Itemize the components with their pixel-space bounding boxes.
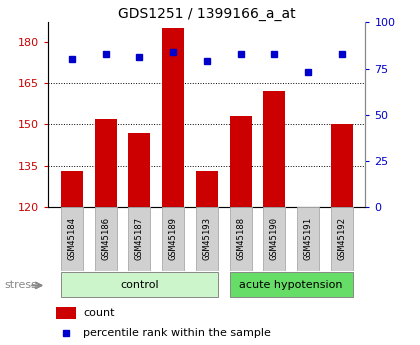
Bar	[297, 207, 319, 271]
Bar	[331, 207, 353, 271]
Text: acute hypotension: acute hypotension	[239, 280, 343, 289]
Bar	[129, 207, 150, 271]
Bar	[230, 116, 252, 207]
Text: control: control	[120, 280, 159, 289]
Text: GSM45188: GSM45188	[236, 217, 245, 260]
Text: GSM45187: GSM45187	[135, 217, 144, 260]
Bar	[56, 307, 76, 318]
Bar	[61, 272, 218, 297]
Bar	[61, 207, 83, 271]
Bar	[129, 132, 150, 207]
Text: GSM45189: GSM45189	[168, 217, 178, 260]
Bar	[230, 272, 353, 297]
Text: count: count	[83, 308, 115, 318]
Text: GSM45190: GSM45190	[270, 217, 279, 260]
Text: stress: stress	[4, 280, 37, 289]
Bar	[162, 207, 184, 271]
Bar	[196, 207, 218, 271]
Bar	[94, 207, 117, 271]
Text: percentile rank within the sample: percentile rank within the sample	[83, 328, 271, 338]
Text: GSM45193: GSM45193	[202, 217, 211, 260]
Bar	[331, 124, 353, 207]
Bar	[94, 119, 117, 207]
Bar	[263, 207, 285, 271]
Title: GDS1251 / 1399166_a_at: GDS1251 / 1399166_a_at	[118, 7, 296, 21]
Text: GSM45191: GSM45191	[304, 217, 312, 260]
Bar	[263, 91, 285, 207]
Bar	[230, 207, 252, 271]
Text: GSM45184: GSM45184	[68, 217, 76, 260]
Text: GSM45186: GSM45186	[101, 217, 110, 260]
Bar	[61, 171, 83, 207]
Text: GSM45192: GSM45192	[337, 217, 346, 260]
Bar	[196, 171, 218, 207]
Bar	[162, 28, 184, 207]
